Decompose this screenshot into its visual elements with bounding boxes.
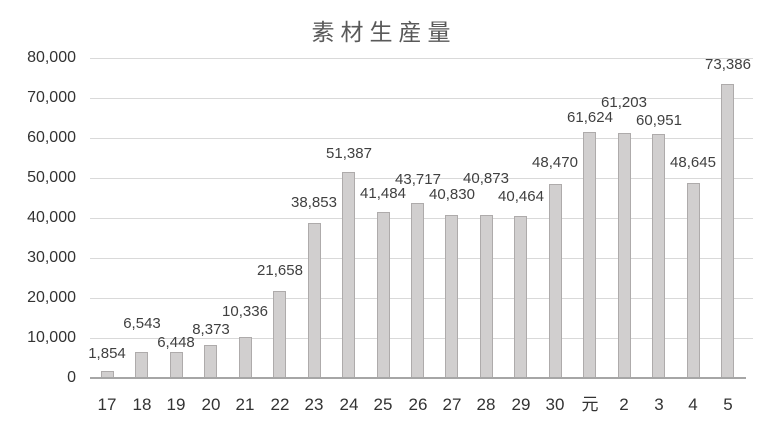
x-tick-label: 19 [166,395,186,414]
gridline [90,98,753,99]
bar-value-label: 43,717 [395,171,441,188]
x-tick-label: 26 [408,395,428,414]
bar [170,352,183,378]
bar [239,337,252,378]
chart-title: 素材生産量 [311,19,457,45]
x-tick-label: 2 [619,395,629,414]
bar-value-label: 61,203 [601,94,647,111]
x-tick-label: 30 [545,395,565,414]
bar [721,84,734,378]
x-tick-label: 20 [201,395,221,414]
bar [480,215,493,378]
bar-value-label: 21,658 [257,262,303,279]
gridline [90,58,753,59]
x-tick-label: 18 [132,395,152,414]
bar-value-label: 10,336 [222,303,268,320]
x-tick-label: 4 [688,395,698,414]
bar [549,184,562,378]
bar-value-label: 73,386 [705,56,751,73]
x-tick-label: 21 [235,395,255,414]
bar [618,133,631,378]
y-tick-label: 0 [67,369,76,386]
x-tick-label: 3 [654,395,664,414]
bar-value-label: 61,624 [567,109,613,126]
y-tick-label: 80,000 [27,49,76,66]
bar-value-label: 1,854 [88,345,126,362]
y-tick-label: 20,000 [27,289,76,306]
bar-value-label: 40,873 [463,170,509,187]
bar-value-label: 6,448 [157,334,195,351]
x-tick-label: 24 [339,395,359,414]
x-tick-label: 17 [97,395,117,414]
bar-value-label: 40,830 [429,186,475,203]
bar-value-label: 41,484 [360,185,406,202]
bar [377,212,390,378]
y-tick-label: 70,000 [27,89,76,106]
x-tick-label: 22 [270,395,290,414]
bar-value-label: 8,373 [192,321,230,338]
gridline [90,178,753,179]
gridline [90,138,753,139]
y-tick-label: 40,000 [27,209,76,226]
bar [411,203,424,378]
y-tick-label: 30,000 [27,249,76,266]
x-tick-label: 27 [442,395,462,414]
y-tick-label: 50,000 [27,169,76,186]
y-tick-label: 10,000 [27,329,76,346]
bar [514,216,527,378]
x-tick-label: 25 [373,395,393,414]
x-axis-line [90,377,746,379]
x-tick-label: 28 [476,395,496,414]
bar-value-label: 51,387 [326,145,372,162]
bar [445,215,458,378]
bar [687,183,700,378]
bar [308,223,321,378]
bar-value-label: 48,645 [670,154,716,171]
bar-value-label: 38,853 [291,194,337,211]
bar-value-label: 6,543 [123,315,161,332]
x-tick-label: 29 [511,395,531,414]
bar-value-label: 48,470 [532,154,578,171]
x-tick-label: 元 [581,395,599,414]
bar-value-label: 40,464 [498,188,544,205]
x-tick-label: 23 [304,395,324,414]
x-tick-label: 5 [723,395,733,414]
y-tick-label: 60,000 [27,129,76,146]
bar-value-label: 60,951 [636,112,682,129]
